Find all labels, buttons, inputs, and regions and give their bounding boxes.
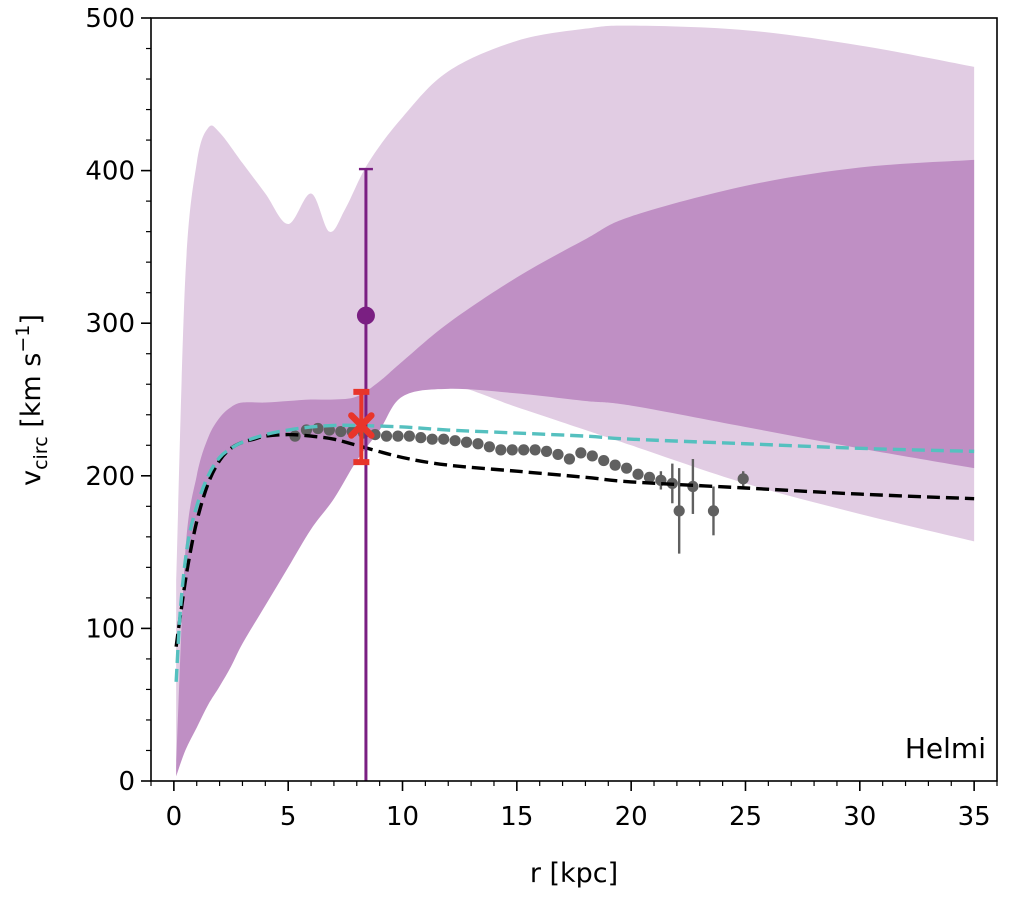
x-axis-label: r [kpc] — [530, 858, 618, 889]
data-point — [586, 450, 598, 462]
data-point — [540, 445, 553, 457]
x-tick-label: 10 — [386, 802, 419, 832]
data-point — [460, 436, 473, 448]
data-point — [620, 462, 633, 474]
highlight-markers — [348, 167, 375, 781]
data-point — [598, 454, 610, 467]
annotation-helmi: Helmi — [905, 732, 986, 765]
plot-area — [174, 25, 975, 781]
plot-frame — [150, 17, 998, 782]
data-point — [415, 432, 427, 444]
data-point — [312, 422, 324, 435]
y-tick-label: 0 — [118, 767, 135, 797]
teal-dashed-curve — [174, 423, 975, 682]
data-point — [575, 447, 587, 459]
purple-circle-marker — [356, 167, 375, 781]
data-point — [529, 444, 541, 456]
x-tick-label: 0 — [166, 802, 183, 832]
data-point — [609, 459, 621, 471]
data-point — [506, 444, 518, 456]
data-point — [632, 468, 644, 480]
data-point — [563, 453, 576, 465]
red-cross-marker — [348, 388, 375, 466]
y-axis-label: vcirc [km s−1] — [12, 314, 52, 486]
data-point — [438, 433, 450, 445]
y-tick-label: 300 — [85, 309, 135, 339]
data-point — [707, 505, 720, 517]
data-point — [335, 425, 347, 438]
y-tick-label: 200 — [85, 462, 135, 492]
x-tick-label: 20 — [615, 802, 648, 832]
data-point — [552, 448, 564, 461]
y-tick-label: 500 — [85, 4, 135, 34]
y-tick-label: 100 — [85, 614, 135, 644]
x-tick-label: 25 — [729, 802, 762, 832]
x-tick-label: 35 — [958, 802, 991, 832]
x-tick-label: 15 — [500, 802, 533, 832]
data-point — [426, 433, 438, 445]
data-point — [392, 430, 404, 442]
data-point — [449, 435, 461, 447]
data-point — [518, 444, 530, 456]
data-point — [495, 444, 507, 456]
data-point — [643, 471, 656, 483]
data-point — [403, 430, 415, 442]
inner-confidence-band — [176, 159, 975, 777]
data-point — [673, 505, 685, 517]
black-dashed-curve — [174, 432, 975, 647]
axis-ticks: 0 5 10 15 20 25 30 35 0 100 200 300 400 500 — [85, 4, 998, 832]
data-point — [483, 441, 495, 453]
data-point — [380, 430, 393, 442]
x-tick-label: 5 — [280, 802, 297, 832]
data-point — [472, 438, 484, 450]
data-point — [737, 473, 749, 485]
x-tick-label: 30 — [843, 802, 876, 832]
y-tick-label: 400 — [85, 157, 135, 187]
